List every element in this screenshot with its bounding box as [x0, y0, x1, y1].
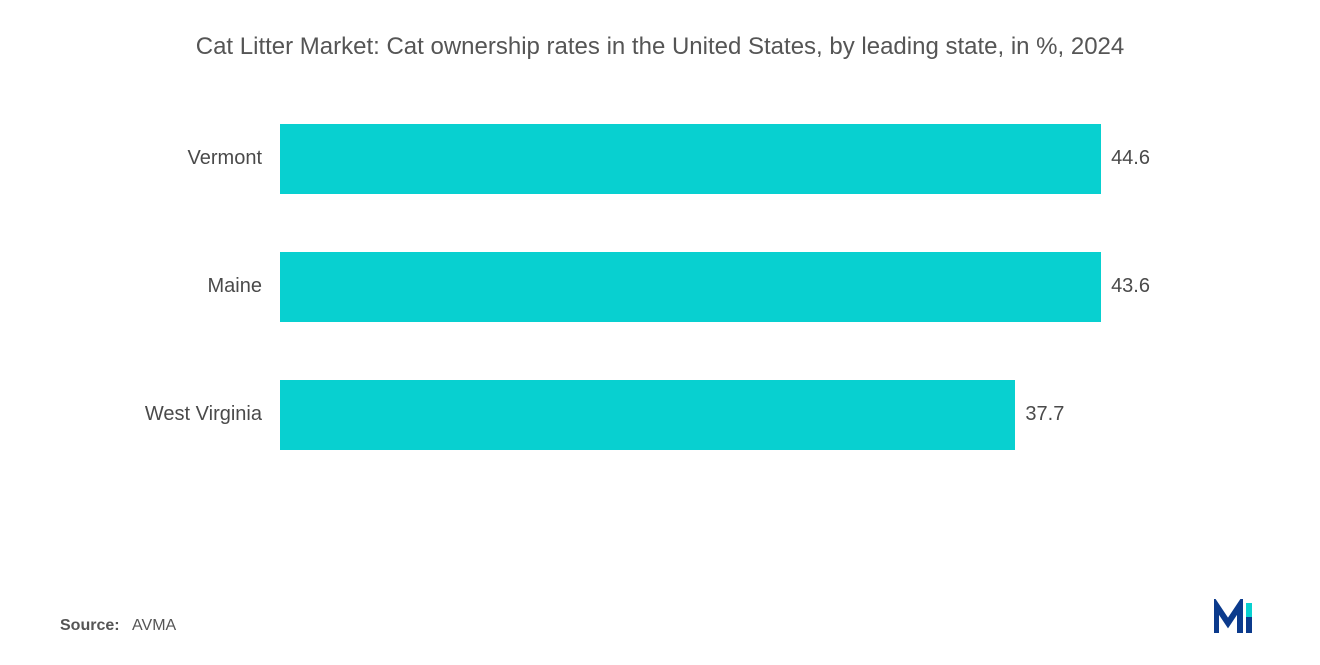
- chart-footer: Source: AVMA: [60, 599, 1270, 635]
- bars-area: Vermont 44.6 Maine 43.6 West Virginia 37…: [50, 124, 1270, 450]
- mordor-logo-icon: [1214, 599, 1270, 635]
- category-label: West Virginia: [130, 403, 280, 426]
- bar-row: Maine 43.6: [130, 252, 1150, 322]
- source-citation: Source: AVMA: [60, 617, 176, 635]
- source-label: Source:: [60, 617, 120, 634]
- bar-fill: [280, 380, 1015, 450]
- bar-track: 43.6: [280, 252, 1150, 322]
- bar-value: 37.7: [1025, 403, 1064, 426]
- chart-title: Cat Litter Market: Cat ownership rates i…: [160, 30, 1160, 64]
- category-label: Vermont: [130, 147, 280, 170]
- bar-track: 37.7: [280, 380, 1150, 450]
- bar-row: Vermont 44.6: [130, 124, 1150, 194]
- bar-track: 44.6: [280, 124, 1150, 194]
- bar-row: West Virginia 37.7: [130, 380, 1150, 450]
- chart-container: Cat Litter Market: Cat ownership rates i…: [0, 0, 1320, 665]
- bar-fill: [280, 124, 1101, 194]
- bar-fill: [280, 252, 1101, 322]
- source-value: AVMA: [132, 617, 176, 634]
- category-label: Maine: [130, 275, 280, 298]
- bar-value: 43.6: [1111, 275, 1150, 298]
- bar-value: 44.6: [1111, 147, 1150, 170]
